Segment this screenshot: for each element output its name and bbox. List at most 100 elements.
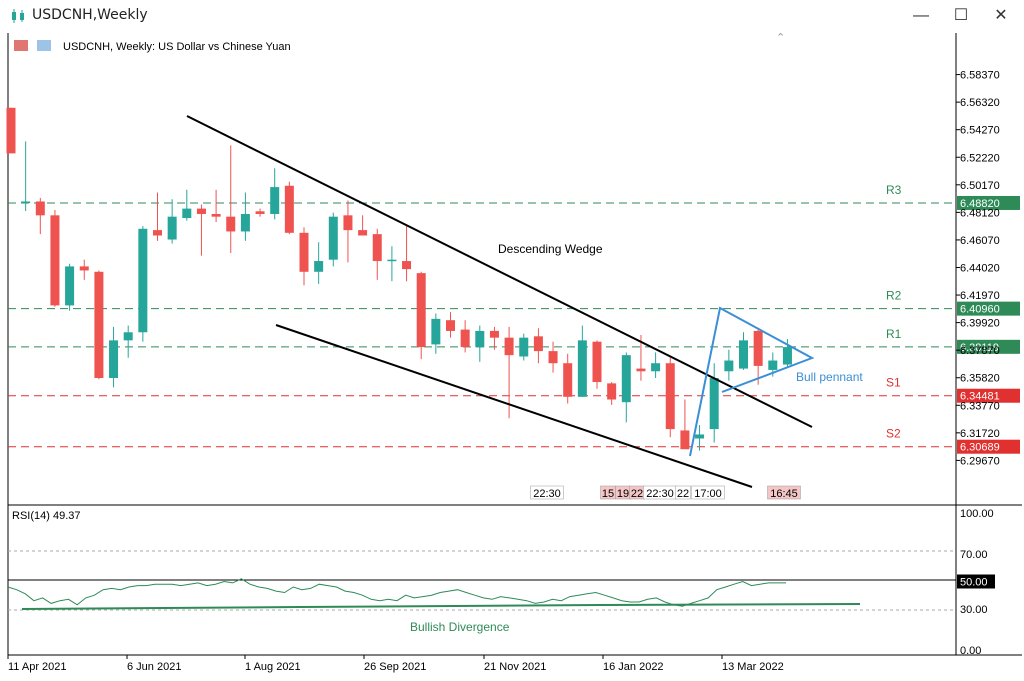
- time-marker-badge: [675, 485, 691, 500]
- price-pane: [8, 33, 956, 505]
- window-title: USDCNH,Weekly: [32, 7, 148, 23]
- time-tick-label: 26 Sep 2021: [364, 661, 426, 673]
- price-tick-label: 6.58370: [960, 70, 1000, 82]
- time-marker-badge: [530, 485, 564, 500]
- candle-body: [592, 341, 602, 383]
- time-marker-label: 22:30: [533, 488, 561, 500]
- wedge-lower-line: [275, 324, 753, 488]
- candle-body: [533, 336, 543, 352]
- level-axis-badge: [957, 301, 1020, 316]
- candle-body: [665, 363, 675, 430]
- maximize-button[interactable]: ☐: [953, 7, 969, 24]
- candles: [6, 107, 792, 451]
- price-tick-label: 6.35820: [960, 373, 1000, 385]
- time-tick-label: 1 Aug 2021: [245, 661, 301, 673]
- price-tick-label: 6.44020: [960, 262, 1000, 274]
- candle-body: [6, 107, 16, 154]
- dropdown-arrow-icon[interactable]: ⌃: [776, 33, 785, 44]
- candle-body: [387, 259, 397, 262]
- candle-body: [65, 266, 75, 306]
- price-tick-label: 6.56320: [960, 97, 1000, 109]
- trendlines: [186, 115, 815, 488]
- candle-body: [21, 201, 31, 203]
- price-tick-label: 6.39920: [960, 318, 1000, 330]
- candle-body: [167, 216, 177, 240]
- candle-body: [431, 318, 441, 345]
- level-axis-badge: [957, 195, 1020, 210]
- time-marker-label: 22:30: [646, 488, 674, 500]
- pennant-label: Bull pennant: [796, 370, 863, 384]
- level-name-r3: R3: [886, 183, 902, 197]
- candle-body: [636, 368, 646, 372]
- price-tick-label: 6.37870: [960, 345, 1000, 357]
- price-tick-label: 6.46070: [960, 235, 1000, 247]
- candle-body: [196, 208, 206, 214]
- level-axis-badge: [957, 439, 1020, 454]
- rsi-tick-label: 70.00: [960, 549, 988, 561]
- divergence-label: Bullish Divergence: [410, 620, 510, 634]
- price-tick-label: 6.29670: [960, 455, 1000, 467]
- candle-body: [621, 355, 631, 403]
- chart-properties-icon[interactable]: [37, 40, 51, 51]
- candle-body: [782, 347, 792, 365]
- rsi-current-badge: [957, 574, 995, 589]
- candle-body: [240, 213, 250, 232]
- time-axis-labels: 11 Apr 2021 6 Jun 2021 1 Aug 2021 26 Sep 20…: [7, 655, 784, 673]
- time-marker-badge: [767, 485, 801, 500]
- price-axis-ticks: 6.58370 6.56320 6.54270 6.52220 6.50170 6.481…: [956, 70, 1000, 467]
- candle-body: [284, 185, 294, 233]
- rsi-tick-label: 50.00: [960, 577, 988, 589]
- candle-body: [79, 266, 89, 271]
- time-marker-label: 22: [631, 488, 643, 500]
- time-tick-label: 21 Nov 2021: [484, 661, 546, 673]
- candle-body: [109, 340, 119, 378]
- candle-body: [489, 330, 499, 338]
- level-name-r1: R1: [886, 327, 902, 341]
- time-marker-label: 16:45: [770, 488, 798, 500]
- wedge-label: Descending Wedge: [498, 242, 603, 256]
- level-axis-badge: [957, 388, 1020, 403]
- time-markers: 22:30 15 19 22 22:30 22 17:00 16:45: [530, 485, 801, 500]
- minimize-button[interactable]: —: [913, 7, 929, 24]
- candle-body: [460, 329, 470, 348]
- chart-menu-icon[interactable]: [14, 40, 28, 51]
- candle-body: [182, 208, 192, 219]
- price-tick-label: 6.50170: [960, 180, 1000, 192]
- candle-body: [504, 337, 514, 356]
- candle-body: [402, 261, 412, 270]
- candle-body: [35, 201, 45, 216]
- price-tick-label: 6.33770: [960, 400, 1000, 412]
- time-marker-label: 19: [617, 488, 629, 500]
- candle-body: [314, 261, 324, 272]
- candle-body: [519, 337, 529, 357]
- rsi-divergence-line: [21, 603, 861, 610]
- candle-body: [211, 213, 221, 217]
- candle-body: [358, 230, 368, 236]
- candle-body: [226, 216, 236, 232]
- candle-body: [328, 216, 338, 260]
- candle-body: [768, 360, 778, 370]
- level-axis-label: 6.30689: [960, 442, 1000, 454]
- pennant-line: [689, 306, 815, 457]
- candle-body: [680, 430, 690, 450]
- level-lines: R3 6.48820 R2 6.40960 R1 6.38119 S1 6.34481 S2 6.…: [8, 183, 1020, 454]
- close-button[interactable]: ✕: [994, 7, 1008, 24]
- candlestick-chart-icon: [12, 9, 24, 23]
- rsi-indicator: RSI(14) 49.37 Bullish Divergence 100.00 7…: [7, 508, 995, 657]
- window-titlebar: USDCNH,Weekly — ☐ ✕: [0, 0, 1024, 33]
- chart-header: USDCNH, Weekly: US Dollar vs Chinese Yua…: [14, 33, 785, 53]
- time-marker-label: 17:00: [694, 488, 722, 500]
- candle-body: [138, 228, 148, 333]
- chart-title: USDCNH, Weekly: US Dollar vs Chinese Yua…: [63, 41, 291, 53]
- price-chart[interactable]: R3 6.48820 R2 6.40960 R1 6.38119 S1 6.34481 S2 6.…: [0, 33, 1024, 681]
- level-axis-label: 6.34481: [960, 391, 1000, 403]
- time-tick-label: 16 Jan 2022: [603, 661, 664, 673]
- candle-body: [446, 320, 455, 331]
- time-tick-label: 13 Mar 2022: [722, 661, 784, 673]
- price-tick-label: 6.52220: [960, 152, 1000, 164]
- candle-body: [372, 234, 382, 262]
- candle-body: [548, 351, 558, 364]
- level-name-s1: S1: [886, 376, 901, 390]
- level-name-s2: S2: [886, 427, 901, 441]
- level-axis-label: 6.40960: [960, 304, 1000, 316]
